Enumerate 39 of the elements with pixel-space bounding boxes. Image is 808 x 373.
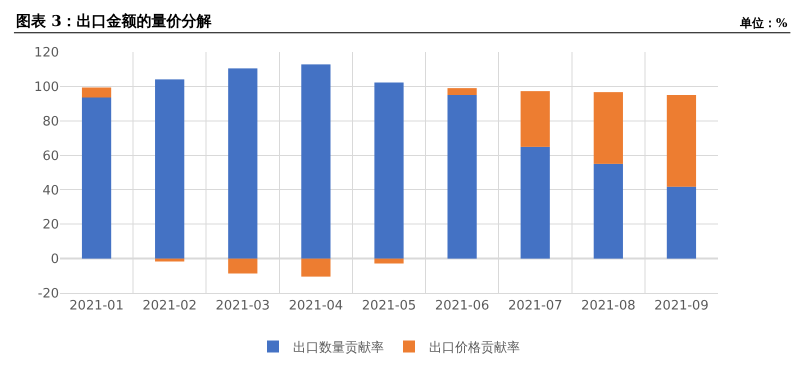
x-tick-label: 2021-02 (142, 298, 197, 314)
x-tick-label: 2021-08 (581, 298, 636, 314)
x-tick-label: 2021-07 (508, 298, 562, 314)
y-tick-label: 80 (42, 114, 59, 130)
y-tick-label: 20 (42, 218, 59, 233)
x-tick-label: 2021-03 (216, 298, 270, 314)
bar (374, 82, 404, 259)
bar (228, 68, 258, 259)
text: 单位：% (739, 16, 788, 30)
bar (155, 258, 184, 262)
y-tick-label: 0 (50, 252, 59, 268)
x-tick-label: 2021-04 (288, 298, 344, 314)
legend-label: 出口价格贡献率 (429, 340, 520, 356)
y-tick-label: 40 (42, 183, 59, 198)
bar (301, 64, 331, 259)
bar (228, 258, 258, 274)
legend-label: 出口数量贡献率 (293, 340, 384, 356)
chart-title: 图表 3：出口金额的量价分解 (16, 12, 212, 30)
bar (594, 92, 623, 164)
y-tick-label: 60 (42, 148, 59, 164)
y-tick-label: 120 (34, 46, 59, 61)
bar (666, 186, 696, 259)
y-tick-label: -20 (38, 286, 59, 302)
bar (155, 79, 184, 259)
bar (666, 95, 696, 187)
bar (447, 95, 477, 259)
x-tick-label: 2021-05 (362, 298, 416, 314)
bar (301, 258, 331, 277)
x-tick-label: 2021-06 (434, 298, 490, 314)
y-tick-label: 100 (34, 80, 59, 95)
x-tick-label: 2021-01 (69, 298, 124, 314)
bar (82, 97, 112, 259)
bar (374, 258, 404, 264)
bar (447, 88, 477, 96)
x-tick-label: 2021-09 (654, 298, 709, 314)
bar (520, 91, 550, 147)
bar (594, 164, 623, 259)
bar (82, 87, 112, 98)
bar (520, 146, 550, 259)
